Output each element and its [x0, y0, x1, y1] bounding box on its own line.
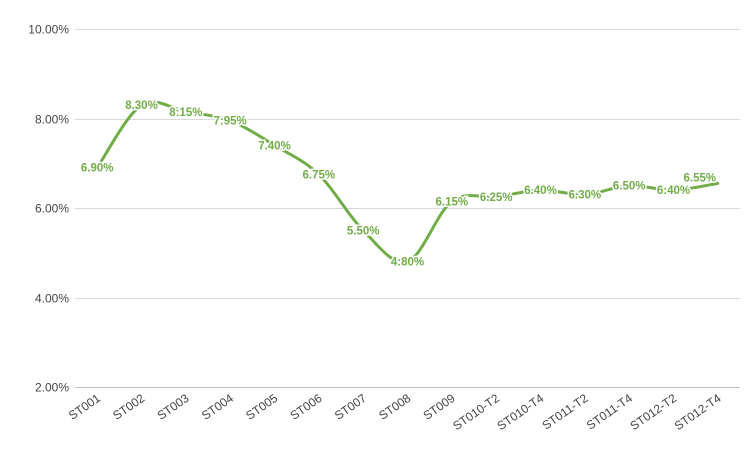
data-label: 6.25% [480, 192, 513, 204]
x-tick-label: ST011-T2 [540, 391, 591, 433]
data-label: 8.30% [125, 100, 158, 112]
data-label: 5.50% [347, 225, 380, 237]
y-axis: 2.00% 4.00% 6.00% 8.00% 10.00% [28, 23, 69, 395]
x-tick-label: ST001 [66, 391, 103, 423]
x-tick-label: ST005 [243, 391, 280, 423]
data-label: 8:15% [169, 107, 202, 119]
y-tick-label: 8.00% [35, 113, 69, 127]
x-tick-label: ST008 [376, 391, 413, 423]
data-label: 6.90% [81, 163, 114, 175]
y-tick-label: 2.00% [35, 381, 69, 395]
data-label: 4:80% [391, 257, 424, 269]
x-tick-label: ST006 [288, 391, 325, 423]
y-tick-label: 4.00% [35, 292, 69, 306]
data-label: 6.30% [569, 190, 602, 202]
y-tick-label: 10.00% [28, 23, 69, 37]
x-tick-label: ST010-T4 [494, 391, 546, 433]
data-label: 7:95% [214, 116, 247, 128]
x-tick-label: ST011-T4 [584, 391, 635, 433]
data-label: 6.75% [303, 169, 336, 181]
series-line [95, 100, 720, 264]
x-tick-label: ST007 [332, 391, 369, 423]
data-label: 6.50% [613, 181, 646, 193]
data-labels: 6.90% 8.30% 8:15% 7:95% 7.40% 6.75% 5.50% 4:80%… [79, 99, 717, 271]
data-label: 7.40% [258, 140, 291, 152]
gridlines [75, 29, 740, 388]
x-tick-label: ST012-T2 [627, 391, 679, 433]
x-tick-label: ST010-T2 [450, 391, 502, 433]
x-tick-label: ST012-T4 [672, 391, 724, 433]
x-tick-label: ST003 [155, 391, 192, 423]
x-tick-label: ST002 [110, 391, 147, 423]
series-group [95, 100, 720, 264]
x-tick-label: ST009 [421, 391, 458, 423]
data-label: 6.40% [524, 185, 557, 197]
x-axis: ST001 ST002 ST003 ST004 ST005 ST006 ST007 ST008… [66, 391, 724, 433]
x-tick-label: ST004 [199, 391, 236, 423]
data-label: 6.55% [684, 172, 717, 184]
data-label: 6.15% [436, 196, 469, 208]
data-label: 6:40% [657, 185, 690, 197]
y-tick-label: 6.00% [35, 202, 69, 216]
